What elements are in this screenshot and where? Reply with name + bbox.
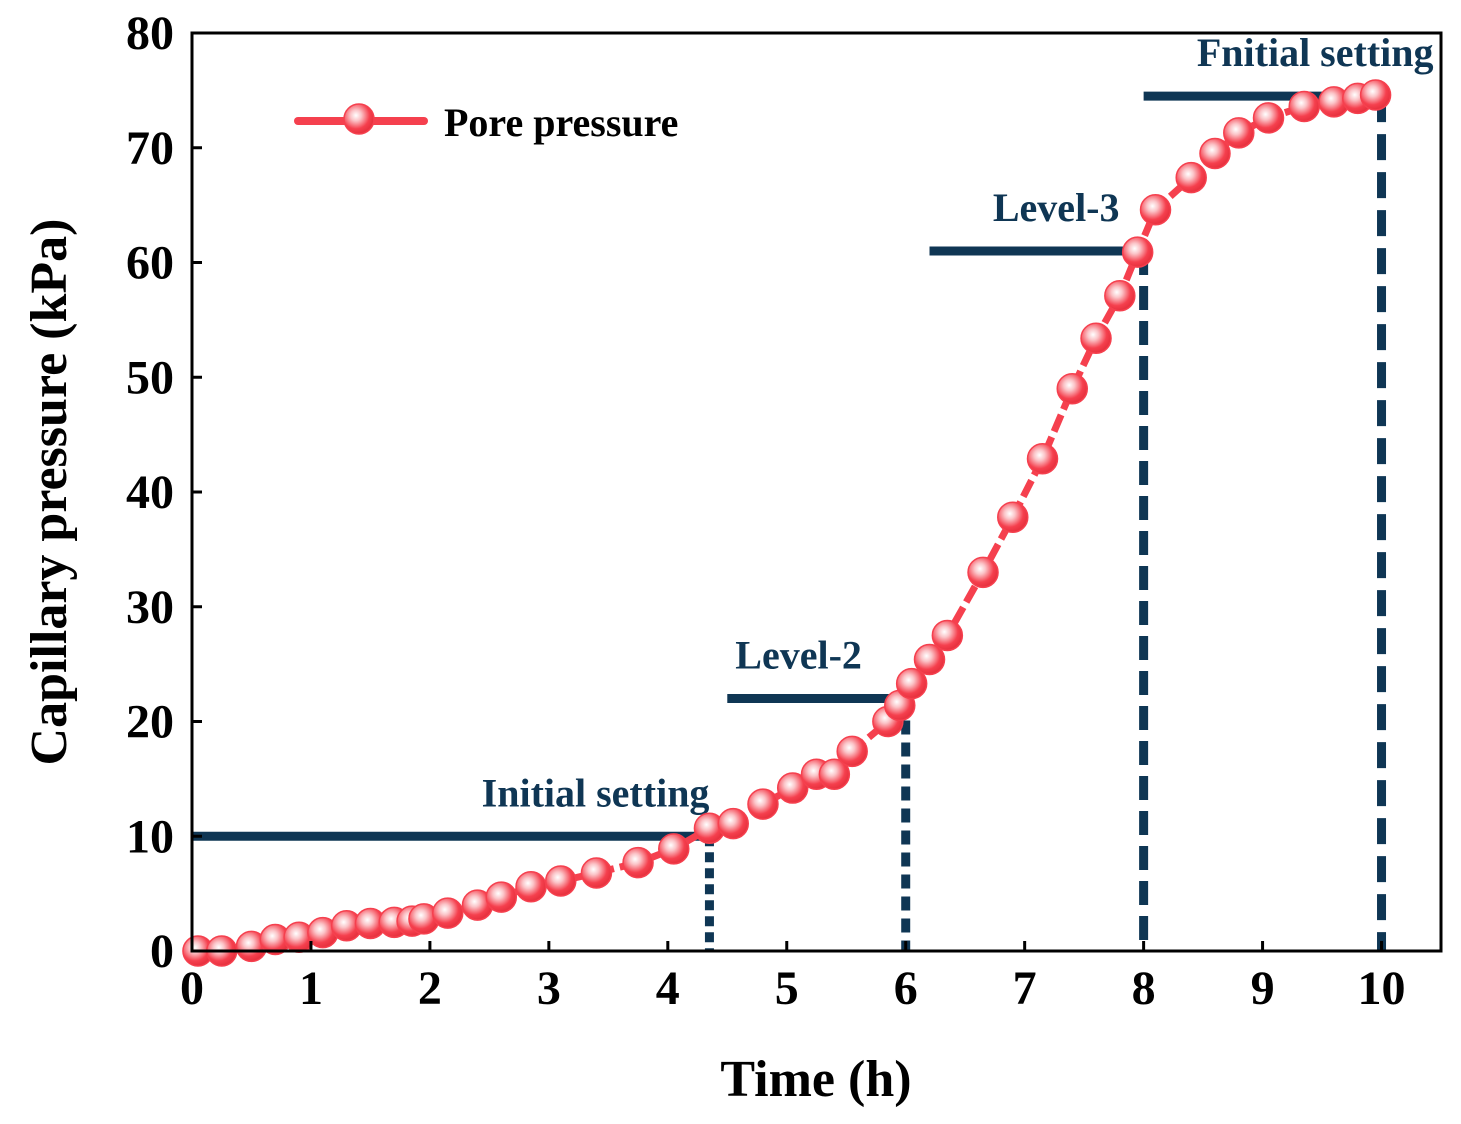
legend: Pore pressure [294, 100, 678, 145]
x-tick-label-5: 5 [775, 962, 799, 1015]
data-point-15 [545, 865, 577, 897]
data-point-43 [1288, 90, 1320, 123]
level-label-3: Fnitial setting [1197, 30, 1434, 75]
series-line-0 [197, 91, 1377, 955]
data-point-24 [818, 758, 851, 791]
axes: 0 1 2 3 4 5 6 7 8 9 10 0 10 20 30 40 50 60 70 80 [126, 7, 1406, 1015]
level-annotations: Initial setting Level-2 Level-3 Fnitial set… [192, 30, 1434, 951]
data-point-41 [1223, 117, 1255, 149]
data-point-20 [717, 807, 749, 840]
data-point-18 [658, 833, 690, 865]
data-point-31 [967, 556, 999, 589]
data-point-42 [1252, 102, 1285, 134]
data-point-11 [431, 897, 464, 929]
data-point-30 [931, 619, 964, 652]
data-point-35 [1080, 322, 1112, 354]
data-point-22 [776, 772, 809, 804]
x-tick-label-0: 0 [180, 962, 204, 1015]
pore-pressure-series [182, 79, 1392, 967]
x-axis-title: Time (h) [720, 1051, 911, 1108]
level-label-1: Level-2 [735, 633, 862, 678]
y-tick-label-1: 10 [126, 810, 174, 863]
data-point-17 [622, 846, 654, 879]
data-point-32 [997, 501, 1029, 533]
data-point-38 [1139, 193, 1172, 226]
data-point-29 [913, 643, 946, 676]
x-tick-label-1: 1 [299, 962, 323, 1015]
y-tick-label-3: 30 [126, 581, 174, 634]
plot-frame [190, 31, 1443, 953]
data-point-28 [895, 667, 928, 700]
legend-label: Pore pressure [444, 100, 678, 145]
level-label-2: Level-3 [993, 185, 1120, 230]
data-point-40 [1199, 137, 1231, 170]
y-tick-label-2: 20 [126, 696, 174, 749]
x-tick-label-6: 6 [894, 962, 918, 1015]
data-point-33 [1026, 442, 1059, 475]
x-tick-label-10: 10 [1358, 962, 1406, 1015]
x-tick-label-3: 3 [537, 962, 561, 1015]
y-tick-label-4: 40 [126, 466, 174, 519]
y-tick-label-8: 80 [126, 7, 174, 60]
y-tick-label-7: 70 [126, 122, 174, 175]
x-tick-label-7: 7 [1013, 962, 1037, 1015]
data-point-13 [485, 881, 518, 913]
data-point-37 [1121, 236, 1154, 268]
data-point-21 [747, 788, 779, 820]
level-label-0: Initial setting [482, 770, 710, 815]
data-point-34 [1056, 372, 1088, 405]
data-point-39 [1175, 161, 1207, 194]
y-tick-label-6: 60 [126, 237, 174, 290]
x-tick-label-8: 8 [1132, 962, 1156, 1015]
x-tick-label-2: 2 [418, 962, 442, 1015]
data-point-14 [515, 870, 547, 903]
x-tick-label-9: 9 [1251, 962, 1275, 1015]
legend-marker [343, 103, 375, 135]
data-point-46 [1359, 79, 1392, 111]
y-tick-label-5: 50 [126, 351, 174, 404]
x-tick-label-4: 4 [656, 962, 680, 1015]
data-point-25 [836, 735, 868, 768]
data-point-16 [580, 857, 613, 889]
y-axis-title: Capillary pressure (kPa) [21, 219, 78, 766]
data-point-36 [1104, 280, 1136, 312]
y-tick-label-0: 0 [150, 925, 174, 978]
